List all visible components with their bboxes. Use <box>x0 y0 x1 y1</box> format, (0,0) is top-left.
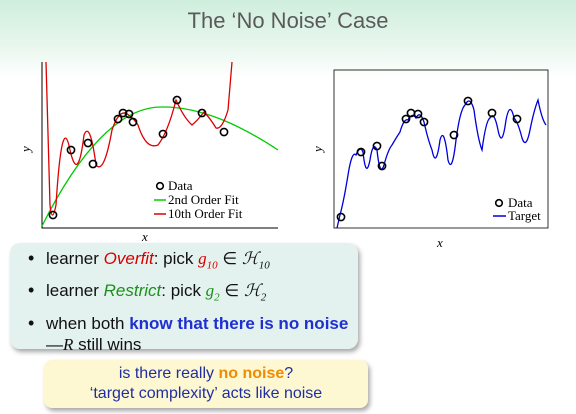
bullet-text: learner <box>46 281 104 300</box>
g-letter: g <box>206 281 215 300</box>
left-data-point <box>220 128 227 135</box>
callout-text: is there really <box>119 365 219 382</box>
r-symbol: R <box>63 335 73 354</box>
bullet-text: : pick <box>161 281 205 300</box>
no-noise-emphasis: know that there is no noise <box>129 314 348 333</box>
bullet-text: : pick <box>154 249 198 268</box>
bullet-text: still wins <box>73 335 141 354</box>
left-fit-2nd-order <box>42 107 278 226</box>
bullet-text: — <box>46 335 63 354</box>
bullet-restrict: learner Restrict: pick g2 ∈ ℋ2 <box>24 280 358 308</box>
restrict-label: Restrict <box>104 281 162 300</box>
right-data-point <box>337 213 344 220</box>
left-plot-axes <box>42 62 278 228</box>
callout-text: ? <box>284 365 293 382</box>
right-y-axis-label: y <box>310 146 325 154</box>
g-letter: g <box>198 249 207 268</box>
bullet-text: learner <box>46 249 104 268</box>
h-subscript: 10 <box>259 259 270 271</box>
element-of-symbol: ∈ <box>218 249 242 268</box>
right-legend: Data Target <box>493 195 541 223</box>
bullet-no-noise: when both know that there is no noise —R… <box>24 313 358 355</box>
left-legend: Data 2nd Order Fit 10th Order Fit <box>154 178 243 221</box>
callout-line-2: ‘target complexity’ acts like noise <box>44 384 368 404</box>
h10-symbol: ℋ10 <box>242 249 270 268</box>
g-subscript: 10 <box>207 259 218 271</box>
overfit-label: Overfit <box>104 249 154 268</box>
legend-data-marker <box>157 183 164 190</box>
no-noise-highlight: no noise <box>218 365 284 382</box>
left-x-axis-label: x <box>141 229 148 244</box>
legend-data-label: Data <box>168 178 193 193</box>
h2-symbol: ℋ2 <box>244 281 266 300</box>
h-letter: ℋ <box>242 249 259 268</box>
left-data-point <box>84 139 91 146</box>
h-letter: ℋ <box>244 281 261 300</box>
callout-line-1: is there really no noise? <box>44 364 368 384</box>
left-y-axis-label: y <box>18 146 33 154</box>
g2-symbol: g2 <box>206 281 220 300</box>
bullet-overfit: learner Overfit: pick g10 ∈ ℋ10 <box>24 248 358 276</box>
bullet-text: when both <box>46 314 129 333</box>
left-plot: y x Data 2nd Order Fit 10th Order Fit <box>18 62 278 244</box>
question-callout: is there really no noise? ‘target comple… <box>44 360 368 408</box>
bullet-box: learner Overfit: pick g10 ∈ ℋ10 learner … <box>10 243 358 349</box>
right-data-points <box>337 97 520 220</box>
right-data-point <box>414 110 421 117</box>
legend-data-marker <box>496 200 503 207</box>
legend-target-label: Target <box>508 208 541 223</box>
g10-symbol: g10 <box>198 249 218 268</box>
legend-fit10-label: 10th Order Fit <box>168 206 243 221</box>
element-of-symbol: ∈ <box>220 281 244 300</box>
right-x-axis-label: x <box>436 235 443 250</box>
right-plot: y x Data Target <box>310 70 548 250</box>
h-subscript: 2 <box>261 292 267 304</box>
legend-fit2-label: 2nd Order Fit <box>168 192 239 207</box>
